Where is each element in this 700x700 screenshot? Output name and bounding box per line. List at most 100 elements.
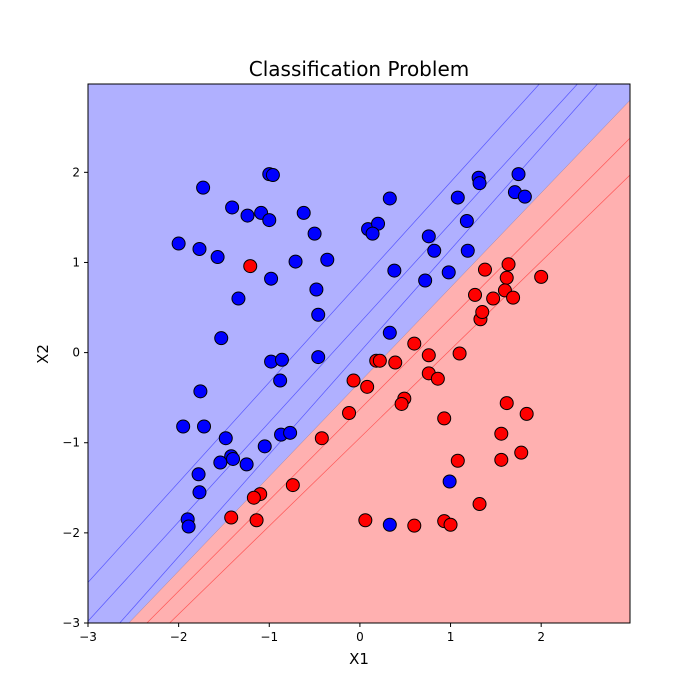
y-tick-label: −1 — [62, 436, 80, 450]
data-point-blue — [387, 263, 402, 278]
data-point-red — [224, 510, 239, 525]
chart-title: Classification Problem — [249, 57, 469, 81]
y-tick-label: 2 — [72, 165, 80, 179]
data-point-blue — [181, 519, 196, 534]
y-tick-label: −3 — [62, 616, 80, 630]
data-point-blue — [240, 208, 255, 223]
data-point-blue — [442, 474, 457, 489]
data-point-red — [486, 291, 501, 306]
data-point-red — [450, 453, 465, 468]
x-tick-label: −3 — [79, 630, 97, 644]
data-point-blue — [421, 229, 436, 244]
data-point-blue — [320, 252, 335, 267]
data-point-red — [475, 305, 490, 320]
contour-line-red — [146, 137, 630, 623]
data-point-blue — [191, 467, 206, 482]
x-axis-label: X1 — [349, 650, 369, 668]
data-point-blue — [273, 373, 288, 388]
data-point-blue — [382, 325, 397, 340]
data-point-red — [407, 336, 422, 351]
x-tick-label: 2 — [537, 630, 545, 644]
data-point-blue — [192, 241, 207, 256]
data-point-blue — [210, 250, 225, 265]
data-point-blue — [176, 419, 191, 434]
data-point-blue — [192, 485, 207, 500]
data-point-red — [342, 405, 357, 420]
data-point-red — [421, 348, 436, 363]
data-point-blue — [418, 273, 433, 288]
data-point-blue — [239, 457, 254, 472]
data-point-blue — [265, 168, 280, 183]
data-point-red — [388, 355, 403, 370]
data-point-red — [285, 478, 300, 493]
data-point-blue — [225, 200, 240, 215]
data-point-red — [443, 517, 458, 532]
y-axis-label: X2 — [34, 344, 52, 364]
data-point-blue — [307, 226, 322, 241]
data-point-red — [501, 257, 516, 272]
data-point-red — [499, 270, 514, 285]
data-point-blue — [382, 517, 397, 532]
data-point-blue — [460, 243, 475, 258]
data-point-blue — [193, 384, 208, 399]
data-point-blue — [365, 226, 380, 241]
data-point-blue — [459, 214, 474, 229]
data-point-blue — [427, 243, 442, 258]
data-point-blue — [196, 180, 211, 195]
data-point-red — [360, 379, 375, 394]
data-point-blue — [262, 213, 277, 228]
data-point-blue — [264, 271, 279, 286]
y-tick-label: 1 — [72, 255, 80, 269]
data-point-red — [407, 518, 422, 533]
data-point-red — [519, 406, 534, 421]
data-point-red — [494, 426, 509, 441]
data-point-blue — [472, 176, 487, 191]
data-point-blue — [450, 190, 465, 205]
data-point-blue — [517, 189, 532, 204]
data-point-blue — [197, 419, 212, 434]
x-tick-label: −2 — [170, 630, 188, 644]
data-point-red — [534, 269, 549, 284]
data-point-red — [499, 396, 514, 411]
data-point-blue — [382, 191, 397, 206]
data-point-red — [249, 513, 264, 528]
y-tick-label: 0 — [72, 346, 80, 360]
data-point-blue — [283, 425, 298, 440]
data-point-blue — [257, 439, 272, 454]
data-point-red — [372, 353, 387, 368]
data-point-red — [314, 431, 329, 446]
data-point-blue — [171, 236, 186, 251]
data-point-red — [358, 513, 373, 528]
data-point-blue — [441, 265, 456, 280]
data-point-blue — [296, 205, 311, 220]
x-tick-label: 0 — [356, 630, 364, 644]
data-point-red — [246, 490, 261, 505]
axes-layer: −3 −2 −1 0 1 2 −3 −2 −1 0 1 2 — [62, 165, 545, 644]
data-point-red — [243, 259, 258, 274]
data-point-red — [452, 346, 467, 361]
data-point-blue — [288, 254, 303, 269]
contour-line-blue — [88, 84, 540, 583]
contour-line-blue — [88, 84, 578, 622]
plot-frame — [87, 83, 631, 624]
data-point-blue — [231, 291, 246, 306]
data-point-red — [514, 445, 529, 460]
x-tick-label: 1 — [447, 630, 455, 644]
plot-area — [88, 84, 630, 623]
data-point-red — [468, 287, 483, 302]
data-point-blue — [511, 167, 526, 182]
data-point-red — [430, 371, 445, 386]
data-point-red — [437, 411, 452, 426]
data-point-red — [477, 262, 492, 277]
data-point-blue — [311, 307, 326, 322]
data-point-red — [506, 290, 521, 305]
data-point-blue — [226, 451, 241, 466]
points-layer — [171, 167, 549, 534]
x-tick-label: −1 — [260, 630, 278, 644]
data-point-blue — [274, 352, 289, 367]
data-point-blue — [311, 350, 326, 365]
data-point-red — [494, 452, 509, 467]
data-point-blue — [218, 431, 233, 446]
data-point-red — [346, 373, 361, 388]
